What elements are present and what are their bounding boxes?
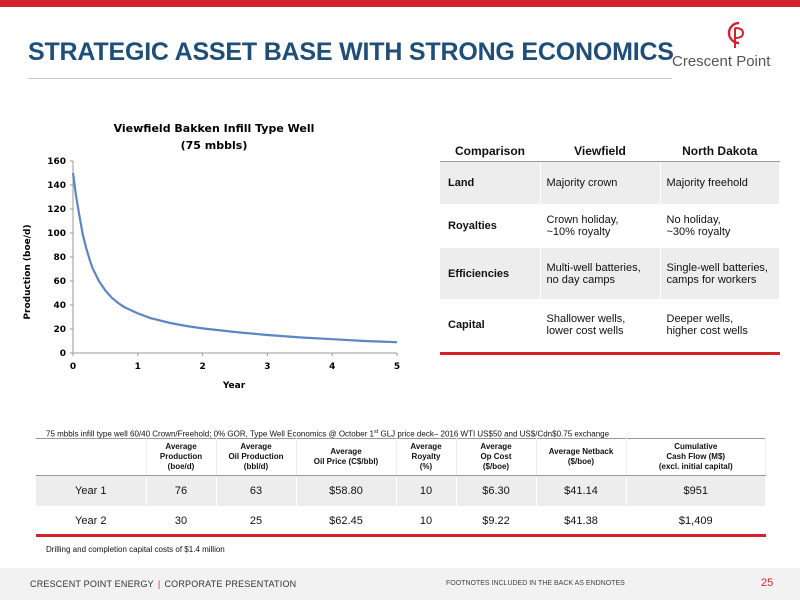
chart-x-tick-label: 0 <box>70 362 76 372</box>
cumulative-cash-flow-cell: $1,409 <box>626 505 766 536</box>
avg-royalty-cell: 10 <box>396 475 457 506</box>
viewfield-cell: Multi-well batteries, no day camps <box>540 248 661 299</box>
economics-table: Average Production (boe/d) Average Oil Prod… <box>36 438 766 536</box>
year-cell: Year 1 <box>36 475 147 506</box>
chart-subtitle: (75 mbbls) <box>181 139 248 152</box>
note-superscript: st <box>373 429 379 435</box>
footer-presentation-name: CORPORATE PRESENTATION <box>164 579 297 589</box>
comparison-row-efficiencies: Efficiencies Multi-well batteries, no day… <box>440 248 780 299</box>
header-avg-netback: Average Netback ($/boe) <box>536 438 627 476</box>
crescent-logo-icon <box>727 21 745 48</box>
chart-axes <box>70 160 398 356</box>
header-avg-royalty: Average Royalty (%) <box>396 438 457 476</box>
economics-row-year-2: Year 2 30 25 $62.45 10 $9.22 $41.38 $1,4… <box>36 505 766 536</box>
economics-bottom-rule <box>36 534 766 537</box>
chart-y-tick-label: 60 <box>53 277 66 287</box>
chart-y-tick-label: 80 <box>53 253 66 263</box>
comparison-row-land: Land Majority crown Majority freehold <box>440 161 780 204</box>
note-text-start: 75 mbbls infill type well 60/40 Crown/Fr… <box>46 429 374 439</box>
chart-x-tick-label: 3 <box>264 362 270 372</box>
economics-row-year-1: Year 1 76 63 $58.80 10 $6.30 $41.14 $951 <box>36 475 766 506</box>
chart-y-tick-label: 0 <box>60 349 66 359</box>
chart-y-axis-label: Production (boe/d) <box>23 224 33 319</box>
comparison-header-north-dakota: North Dakota <box>660 141 780 162</box>
comparison-header-label: Comparison <box>440 141 540 162</box>
company-logo: Crescent Point <box>672 20 792 80</box>
north-dakota-cell: Single-well batteries, camps for workers <box>660 248 780 299</box>
chart-x-tick-label: 4 <box>329 362 335 372</box>
year-cell: Year 2 <box>36 505 147 536</box>
avg-oil-production-cell: 25 <box>216 505 297 536</box>
chart-series-group <box>71 172 398 344</box>
header-avg-production: Average Production (boe/d) <box>146 438 217 476</box>
footer-company: CRESCENT POINT ENERGY | CORPORATE PRESENTA… <box>30 579 296 589</box>
logo-text: Crescent Point <box>672 53 771 70</box>
comparison-table: Comparison Viewfield North Dakota Land M… <box>440 141 780 351</box>
row-label: Capital <box>440 299 541 351</box>
footer-company-name: CRESCENT POINT ENERGY <box>30 579 154 589</box>
title-divider <box>28 78 672 79</box>
header-cumulative-cash-flow: Cumulative Cash Flow (M$) (excl. initial c… <box>626 438 766 476</box>
avg-oil-price-cell: $58.80 <box>296 475 397 506</box>
comparison-row-royalties: Royalties Crown holiday, ~10% royalty No … <box>440 204 780 248</box>
avg-royalty-cell: 10 <box>396 505 457 536</box>
viewfield-cell: Crown holiday, ~10% royalty <box>540 204 661 248</box>
north-dakota-cell: Deeper wells, higher cost wells <box>660 299 780 351</box>
avg-oil-price-cell: $62.45 <box>296 505 397 536</box>
note-text-end: GLJ price deck– 2016 WTI US$50 and US$/C… <box>378 429 610 439</box>
avg-netback-cell: $41.14 <box>536 475 627 506</box>
chart-y-tick-label: 100 <box>47 229 66 239</box>
north-dakota-cell: No holiday, ~30% royalty <box>660 204 780 248</box>
page-number: 25 <box>761 577 774 589</box>
row-label: Efficiencies <box>440 248 541 299</box>
cumulative-cash-flow-cell: $951 <box>626 475 766 506</box>
type-well-chart: Viewfield Bakken Infill Type Well (75 mb… <box>23 122 400 391</box>
capital-cost-note: Drilling and completion capital costs of… <box>46 545 225 554</box>
avg-op-cost-cell: $9.22 <box>456 505 537 536</box>
chart-y-tick-label: 160 <box>47 157 66 167</box>
economics-header-row: Average Production (boe/d) Average Oil Prod… <box>36 438 766 476</box>
north-dakota-cell: Majority freehold <box>660 161 780 204</box>
chart-y-tick-label: 20 <box>53 325 66 335</box>
avg-netback-cell: $41.38 <box>536 505 627 536</box>
chart-x-axis-label: Year <box>222 381 246 391</box>
chart-x-tick-label: 1 <box>135 362 141 372</box>
viewfield-cell: Shallower wells, lower cost wells <box>540 299 661 351</box>
economics-assumptions-note: 75 mbbls infill type well 60/40 Crown/Fr… <box>46 429 609 439</box>
avg-op-cost-cell: $6.30 <box>456 475 537 506</box>
avg-production-cell: 76 <box>146 475 217 506</box>
header-avg-op-cost: Average Op Cost ($/boe) <box>456 438 537 476</box>
chart-y-tick-label: 120 <box>47 205 66 215</box>
chart-x-tick-label: 5 <box>394 362 400 372</box>
chart-title: Viewfield Bakken Infill Type Well <box>114 122 315 135</box>
footer-endnotes: FOOTNOTES INCLUDED IN THE BACK AS ENDNOT… <box>446 580 625 587</box>
chart-x-tick-label: 2 <box>199 362 205 372</box>
comparison-bottom-rule <box>440 352 780 355</box>
footer-separator: | <box>157 579 161 589</box>
chart-tick-labels: 0 20 40 60 80 100 120 140 160 0 1 2 3 4 5 <box>47 157 400 372</box>
avg-production-cell: 30 <box>146 505 217 536</box>
top-accent-bar <box>0 0 800 7</box>
comparison-header-viewfield: Viewfield <box>540 141 660 162</box>
slide-footer: CRESCENT POINT ENERGY | CORPORATE PRESENTA… <box>0 568 800 600</box>
header-avg-oil-price: Average Oil Price (C$/bbl) <box>296 438 397 476</box>
header-blank <box>36 438 147 476</box>
chart-series-line <box>71 172 398 344</box>
avg-oil-production-cell: 63 <box>216 475 297 506</box>
comparison-header-row: Comparison Viewfield North Dakota <box>440 141 780 162</box>
chart-y-tick-label: 140 <box>47 181 66 191</box>
viewfield-cell: Majority crown <box>540 161 661 204</box>
comparison-row-capital: Capital Shallower wells, lower cost wells… <box>440 299 780 351</box>
slide-title: STRATEGIC ASSET BASE WITH STRONG ECONOMI… <box>28 38 674 66</box>
row-label: Land <box>440 161 541 204</box>
header-avg-oil-production: Average Oil Production (bbl/d) <box>216 438 297 476</box>
chart-y-tick-label: 40 <box>53 301 66 311</box>
row-label: Royalties <box>440 204 541 248</box>
